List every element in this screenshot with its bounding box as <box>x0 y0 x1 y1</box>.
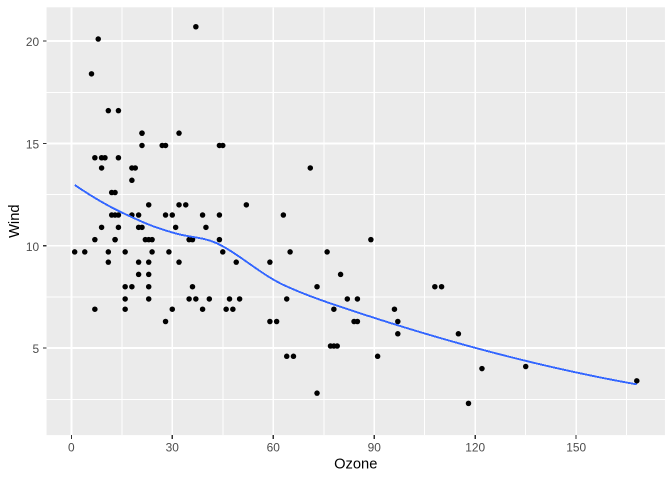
svg-text:60: 60 <box>267 441 281 455</box>
svg-text:150: 150 <box>566 441 586 455</box>
svg-text:120: 120 <box>465 441 485 455</box>
svg-text:0: 0 <box>68 441 75 455</box>
svg-text:10: 10 <box>26 240 40 254</box>
svg-text:90: 90 <box>368 441 382 455</box>
svg-text:20: 20 <box>26 35 40 49</box>
svg-text:Wind: Wind <box>7 204 23 237</box>
svg-text:15: 15 <box>26 137 40 151</box>
svg-text:5: 5 <box>33 342 40 356</box>
svg-text:30: 30 <box>166 441 180 455</box>
svg-text:Ozone: Ozone <box>334 457 377 473</box>
